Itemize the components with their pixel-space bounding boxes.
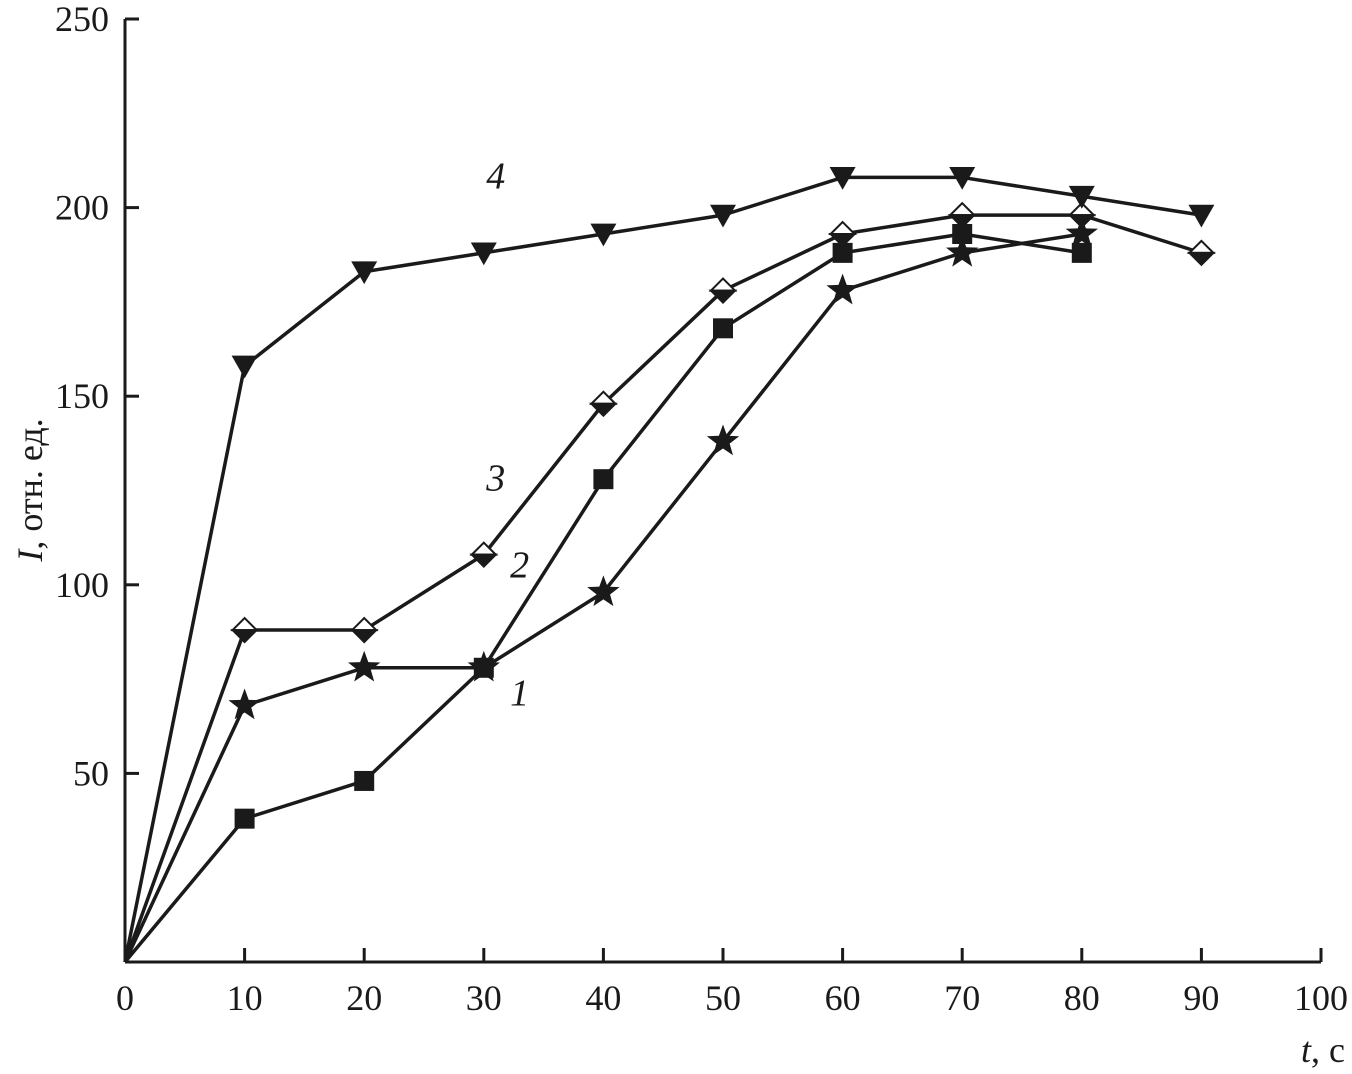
star-marker: [587, 575, 620, 607]
diamond-marker: [1186, 239, 1216, 267]
diamond-marker: [828, 220, 858, 248]
x-tick-label: 80: [1064, 978, 1100, 1018]
triangle-down-marker: [949, 167, 976, 190]
x-ticks: 0 10 20 30 40 50 60 70 80 90 100: [116, 948, 1348, 1018]
series-label-2: 2: [510, 544, 529, 586]
star-marker: [946, 235, 979, 267]
y-tick-label: 200: [55, 188, 109, 228]
triangle-down-marker: [231, 355, 258, 379]
x-tick-label: 90: [1183, 978, 1219, 1018]
series-1: [123, 217, 1098, 963]
x-axis-variable: t: [1301, 1030, 1312, 1070]
x-tick-label: 30: [466, 978, 502, 1018]
triangle-down-marker: [710, 204, 736, 228]
series-line: [123, 213, 1202, 963]
diamond-marker: [708, 277, 738, 304]
triangle-down-marker: [1068, 185, 1095, 209]
x-tick-label: 100: [1294, 978, 1348, 1018]
x-tick-label: 20: [346, 978, 382, 1018]
triangle-down-marker: [590, 223, 617, 247]
series-4: [123, 167, 1215, 963]
series-group: [123, 167, 1216, 964]
x-tick-label: 40: [585, 978, 621, 1018]
square-marker: [593, 469, 614, 490]
diamond-marker: [230, 616, 260, 644]
square-marker: [354, 770, 375, 791]
triangle-down-marker: [470, 242, 497, 266]
diamond-marker: [947, 201, 977, 229]
diamond-marker: [588, 390, 618, 418]
x-tick-label: 50: [705, 978, 741, 1018]
series-line: [123, 175, 1202, 963]
x-tick-label: 0: [116, 978, 134, 1018]
x-tick-label: 60: [825, 978, 861, 1018]
star-marker: [706, 424, 740, 456]
diamond-marker: [1067, 201, 1097, 229]
axes: [123, 19, 1321, 964]
y-axis-title: I, отн. ед.: [10, 418, 50, 562]
square-marker: [952, 224, 973, 245]
series-label-4: 4: [486, 156, 505, 198]
x-tick-label: 10: [227, 978, 263, 1018]
series-label-3: 3: [485, 458, 505, 500]
diamond-marker: [349, 616, 379, 644]
x-axis-unit: , с: [1311, 1030, 1345, 1070]
triangle-down-marker: [1188, 204, 1215, 228]
y-tick-label: 100: [55, 565, 109, 605]
series-3: [123, 201, 1216, 963]
x-tick-label: 70: [944, 978, 980, 1018]
diamond-marker: [469, 541, 499, 569]
square-marker: [713, 318, 733, 339]
y-tick-label: 250: [55, 0, 109, 39]
star-marker: [348, 650, 381, 682]
series-label-1: 1: [510, 673, 529, 715]
triangle-down-marker: [829, 167, 856, 190]
x-axis-title: t, с: [1301, 1030, 1345, 1070]
y-ticks: 50 100 150 200 250: [55, 0, 139, 793]
star-marker: [826, 273, 859, 305]
triangle-down-marker: [351, 261, 378, 285]
series-labels: 1 2 3 4: [485, 156, 529, 715]
square-marker: [832, 242, 853, 263]
y-axis-variable: I: [10, 548, 50, 563]
y-tick-label: 150: [55, 376, 109, 416]
y-tick-label: 50: [73, 753, 109, 793]
star-marker: [1065, 217, 1098, 248]
series-2: [123, 224, 1092, 964]
square-marker: [234, 808, 255, 829]
y-axis-unit: , отн. ед.: [10, 418, 50, 549]
square-marker: [473, 657, 494, 678]
star-marker: [228, 688, 261, 720]
square-marker: [1071, 242, 1092, 263]
